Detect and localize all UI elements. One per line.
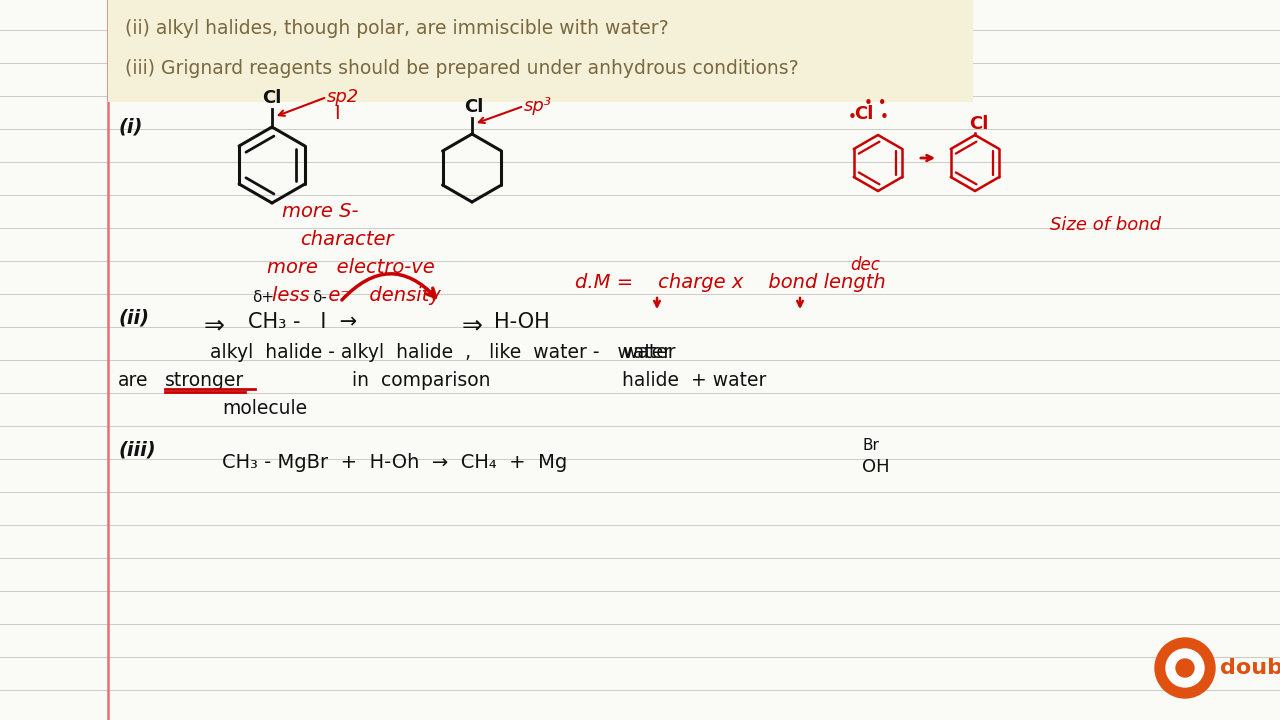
Text: ⇒: ⇒ bbox=[204, 313, 225, 337]
Circle shape bbox=[1176, 659, 1194, 677]
Text: dec: dec bbox=[850, 256, 879, 274]
Text: Cl: Cl bbox=[969, 115, 988, 133]
Text: (ii): (ii) bbox=[118, 308, 148, 328]
FancyArrowPatch shape bbox=[342, 274, 435, 300]
Text: Cl: Cl bbox=[854, 105, 873, 123]
Text: less   e⁻   density: less e⁻ density bbox=[273, 286, 440, 305]
Text: Cl: Cl bbox=[465, 98, 484, 116]
Text: character: character bbox=[300, 230, 393, 249]
Text: δ+: δ+ bbox=[252, 290, 274, 305]
Text: alkyl  halide - alkyl  halide  ,   like  water -   water: alkyl halide - alkyl halide , like water… bbox=[210, 343, 671, 361]
Text: (iii): (iii) bbox=[118, 441, 156, 459]
Text: sp2: sp2 bbox=[326, 88, 360, 106]
Text: doubtnut: doubtnut bbox=[1220, 658, 1280, 678]
Text: sp³: sp³ bbox=[524, 97, 552, 115]
FancyBboxPatch shape bbox=[108, 0, 973, 102]
Text: more   electro-ve: more electro-ve bbox=[268, 258, 435, 277]
Text: I: I bbox=[334, 104, 339, 123]
Text: CH₃ - MgBr  +  H-Oh  →  CH₄  +  Mg: CH₃ - MgBr + H-Oh → CH₄ + Mg bbox=[221, 452, 567, 472]
Text: Size of bond: Size of bond bbox=[1050, 216, 1161, 234]
Text: are: are bbox=[118, 371, 148, 390]
Text: OH: OH bbox=[861, 458, 890, 476]
Text: Cl: Cl bbox=[262, 89, 282, 107]
Text: •: • bbox=[881, 110, 888, 125]
Text: in  comparison: in comparison bbox=[352, 371, 490, 390]
Text: d.M =    charge x    bond length: d.M = charge x bond length bbox=[575, 273, 886, 292]
Circle shape bbox=[1155, 638, 1215, 698]
Text: •: • bbox=[849, 110, 856, 125]
Text: CH₃ -   I  →: CH₃ - I → bbox=[248, 312, 357, 332]
Text: ⇒: ⇒ bbox=[462, 313, 483, 337]
Text: (ii) alkyl halides, though polar, are immiscible with water?: (ii) alkyl halides, though polar, are im… bbox=[125, 19, 668, 37]
Text: H-OH: H-OH bbox=[494, 312, 549, 332]
Text: (iii) Grignard reagents should be prepared under anhydrous conditions?: (iii) Grignard reagents should be prepar… bbox=[125, 58, 799, 78]
Text: Br: Br bbox=[861, 438, 879, 452]
Text: molecule: molecule bbox=[221, 398, 307, 418]
Text: • •: • • bbox=[864, 96, 887, 111]
Text: δ-: δ- bbox=[312, 290, 326, 305]
Text: (i): (i) bbox=[118, 117, 142, 137]
Circle shape bbox=[1166, 649, 1204, 687]
Text: water: water bbox=[622, 343, 676, 361]
Text: halide  + water: halide + water bbox=[622, 371, 767, 390]
Text: stronger: stronger bbox=[165, 371, 244, 390]
Text: more S-: more S- bbox=[282, 202, 358, 221]
